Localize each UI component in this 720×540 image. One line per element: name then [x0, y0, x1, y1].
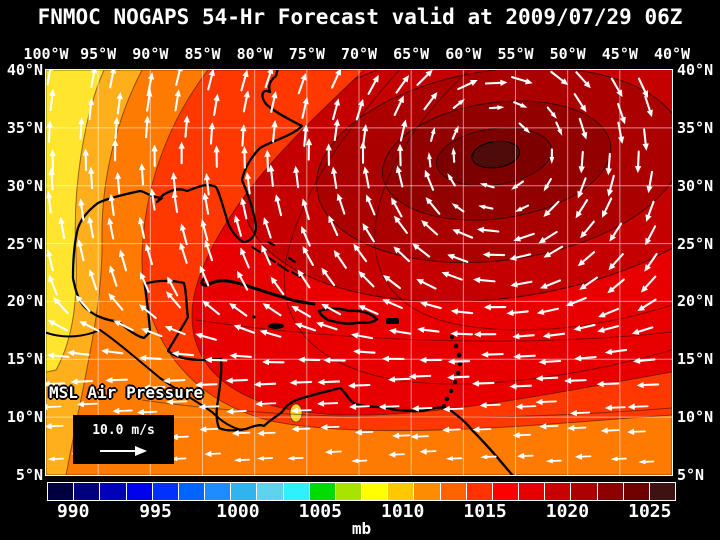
wind-scale-label: 10.0 m/s [92, 423, 155, 438]
colorbar-segment [283, 483, 309, 500]
colorbar-segment [362, 483, 388, 500]
lon-tick-label: 95°W [80, 45, 117, 63]
lon-tick-label: 50°W [549, 45, 586, 63]
colorbar-segment [48, 483, 74, 500]
lat-tick-label: 35°N [6, 118, 43, 137]
colorbar-segment [126, 483, 152, 500]
colorbar-segment [649, 483, 676, 500]
colorbar-tick: 1010 [380, 501, 425, 522]
colorbar-tick: 1020 [545, 501, 590, 522]
colorbar-segment [74, 483, 100, 500]
lat-tick-label: 5°N [15, 466, 43, 484]
colorbar-segment [623, 483, 649, 500]
colorbar-tick-labels: 990 995 1000 1005 1010 1015 1020 1025 [47, 501, 676, 522]
lon-tick-label: 70°W [340, 45, 378, 63]
colorbar-segment [545, 483, 571, 500]
colorbar-segment [597, 483, 623, 500]
lat-tick-label: 10°N [677, 408, 714, 427]
lon-tick-label: 90°W [132, 45, 169, 63]
lat-tick-label: 35°N [677, 118, 714, 137]
field-label: MSL Air Pressure [49, 383, 204, 402]
colorbar-segment [178, 483, 205, 500]
lon-tick-label: 55°W [497, 45, 534, 63]
lon-tick-label: 100°W [23, 45, 69, 63]
lat-tick-label: 40°N [677, 61, 714, 79]
colorbar-segment [519, 483, 545, 500]
colorbar-segment [231, 483, 257, 500]
colorbar-tick: 990 [56, 501, 90, 522]
colorbar-segment [414, 483, 440, 500]
lat-tick-label: 40°N [6, 61, 43, 79]
lat-tick-label: 25°N [677, 234, 714, 253]
lat-tick-label: 30°N [677, 176, 714, 195]
colorbar-segment [100, 483, 126, 500]
lon-tick-label: 75°W [288, 45, 325, 63]
colorbar-segment [388, 483, 414, 500]
lat-tick-label: 20°N [6, 292, 43, 311]
colorbar-segment [257, 483, 283, 500]
low-pressure-spot [289, 403, 303, 423]
wind-scale-box: 10.0 m/s [73, 415, 174, 464]
colorbar-tick: 995 [139, 501, 172, 522]
lon-tick-label: 80°W [236, 45, 273, 63]
colorbar-tick: 1025 [628, 501, 672, 522]
colorbar-unit: mb [351, 519, 372, 538]
lat-tick-label: 30°N [6, 176, 43, 195]
colorbar-segment [309, 483, 335, 500]
lat-tick-label: 20°N [677, 292, 714, 311]
colorbar-tick: 1015 [463, 501, 507, 522]
coastlines [46, 70, 514, 475]
lon-tick-label: 40°W [653, 45, 691, 63]
lon-tick-label: 85°W [184, 45, 221, 63]
colorbar [47, 482, 676, 501]
lon-tick-label: 65°W [393, 45, 430, 63]
lat-tick-label: 25°N [6, 234, 43, 253]
colorbar-segment [152, 483, 178, 500]
lat-tick-label: 5°N [677, 466, 705, 484]
colorbar-segment [335, 483, 362, 500]
lat-tick-label: 10°N [6, 408, 43, 427]
lat-tick-label: 15°N [6, 350, 43, 369]
colorbar-segment [205, 483, 231, 500]
lon-tick-label: 60°W [445, 45, 482, 63]
colorbar-tick: 1000 [216, 501, 260, 522]
lon-tick-label: 45°W [601, 45, 638, 63]
page-title: FNMOC NOGAPS 54-Hr Forecast valid at 200… [37, 5, 683, 29]
wind-arrows [46, 70, 660, 465]
colorbar-segment [492, 483, 519, 500]
colorbar-segment [466, 483, 492, 500]
lat-tick-label: 15°N [677, 350, 714, 369]
map-canvas [45, 69, 673, 476]
colorbar-segment [440, 483, 466, 500]
colorbar-tick: 1005 [298, 501, 342, 522]
colorbar-segment [571, 483, 597, 500]
lesser-antilles-islands [252, 315, 463, 408]
map-graphic [46, 70, 672, 475]
right-arrow-icon [100, 446, 147, 456]
